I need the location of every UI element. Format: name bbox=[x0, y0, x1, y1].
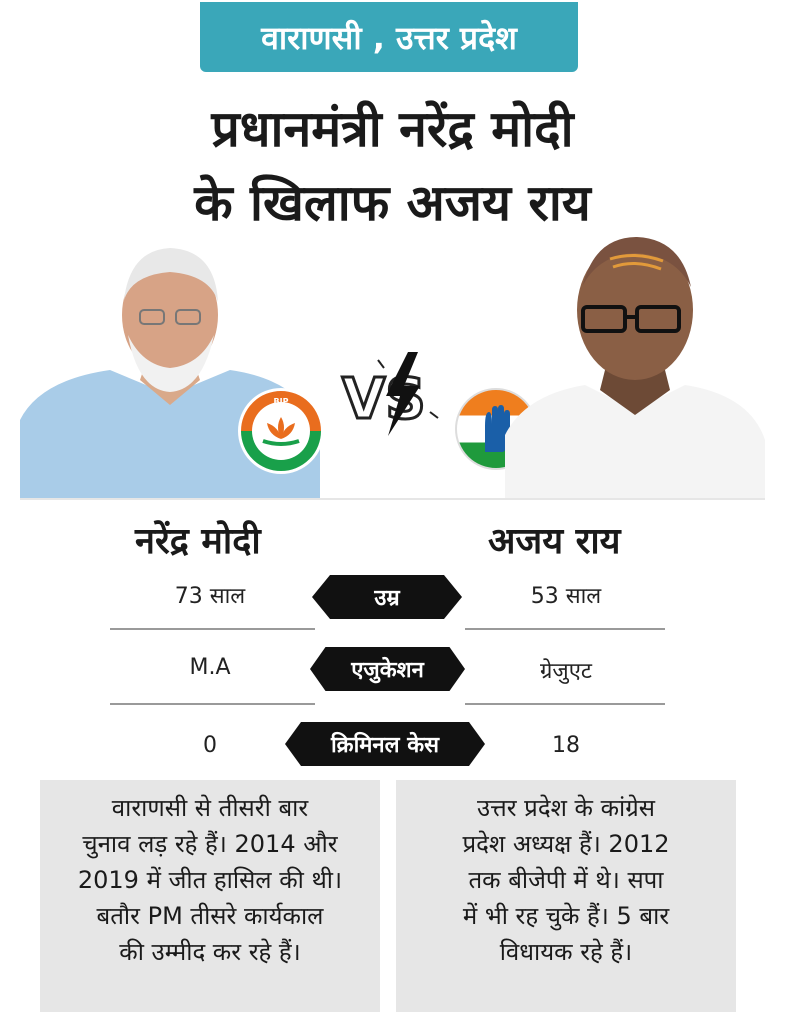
info-line: तक बीजेपी में थे। सपा bbox=[468, 866, 664, 894]
age-right: 53 साल bbox=[530, 584, 602, 609]
headline: प्रधानमंत्री नरेंद्र मोदी के खिलाफ अजय र… bbox=[0, 92, 785, 240]
criminal-cases-left: 0 bbox=[203, 733, 217, 758]
info-line: 2019 में जीत हासिल की थी। bbox=[77, 866, 343, 894]
info-line: उत्तर प्रदेश के कांग्रेस bbox=[477, 794, 655, 822]
label-criminal-cases: क्रिमिनल केस bbox=[285, 722, 485, 766]
lotus-icon bbox=[262, 417, 300, 446]
label-age: उम्र bbox=[312, 575, 462, 619]
row-divider bbox=[110, 703, 315, 705]
label-age-text: उम्र bbox=[374, 586, 400, 611]
svg-text:VS: VS bbox=[342, 367, 426, 432]
headline-line-1: प्रधानमंत्री नरेंद्र मोदी bbox=[211, 100, 574, 158]
photo-band-divider bbox=[20, 498, 765, 500]
bjp-lotus-logo: BJP bbox=[238, 388, 324, 474]
info-line: की उम्मीद कर रहे हैं। bbox=[119, 938, 301, 966]
modi-info-box: वाराणसी से तीसरी बार चुनाव लड़ रहे हैं। … bbox=[40, 780, 380, 1012]
info-line: चुनाव लड़ रहे हैं। 2014 और bbox=[82, 830, 338, 858]
label-education: एजुकेशन bbox=[310, 647, 465, 691]
candidate-name-right: अजय राय bbox=[488, 521, 621, 562]
headline-line-2: के खिलाफ अजय राय bbox=[194, 174, 591, 232]
label-education-text: एजुकेशन bbox=[351, 658, 424, 683]
row-divider bbox=[465, 703, 665, 705]
info-line: बतौर PM तीसरे कार्यकाल bbox=[96, 902, 324, 930]
hand-icon bbox=[485, 405, 510, 452]
candidates-photo-band: BJP VS bbox=[20, 225, 765, 500]
info-line: प्रदेश अध्यक्ष हैं। 2012 bbox=[462, 830, 670, 858]
ajay-rai-photo bbox=[505, 237, 765, 500]
criminal-cases-right: 18 bbox=[552, 733, 580, 758]
age-left: 73 साल bbox=[174, 584, 246, 609]
info-line: में भी रह चुके हैं। 5 बार bbox=[462, 902, 670, 930]
info-line: विधायक रहे हैं। bbox=[499, 938, 633, 966]
education-left: M.A bbox=[189, 655, 231, 680]
bjp-logo-text: BJP bbox=[273, 397, 289, 406]
label-criminal-cases-text: क्रिमिनल केस bbox=[330, 733, 439, 758]
row-divider bbox=[465, 628, 665, 630]
ajay-rai-info-box: उत्तर प्रदेश के कांग्रेस प्रदेश अध्यक्ष … bbox=[396, 780, 736, 1012]
location-badge: वाराणसी , उत्तर प्रदेश bbox=[200, 2, 578, 72]
row-divider bbox=[110, 628, 315, 630]
candidate-name-left: नरेंद्र मोदी bbox=[135, 521, 261, 562]
education-right: ग्रेजुएट bbox=[540, 659, 592, 684]
location-text: वाराणसी , उत्तर प्रदेश bbox=[261, 18, 517, 57]
info-line: वाराणसी से तीसरी बार bbox=[111, 794, 309, 822]
versus-icon: VS bbox=[341, 352, 439, 436]
modi-photo bbox=[20, 248, 320, 500]
